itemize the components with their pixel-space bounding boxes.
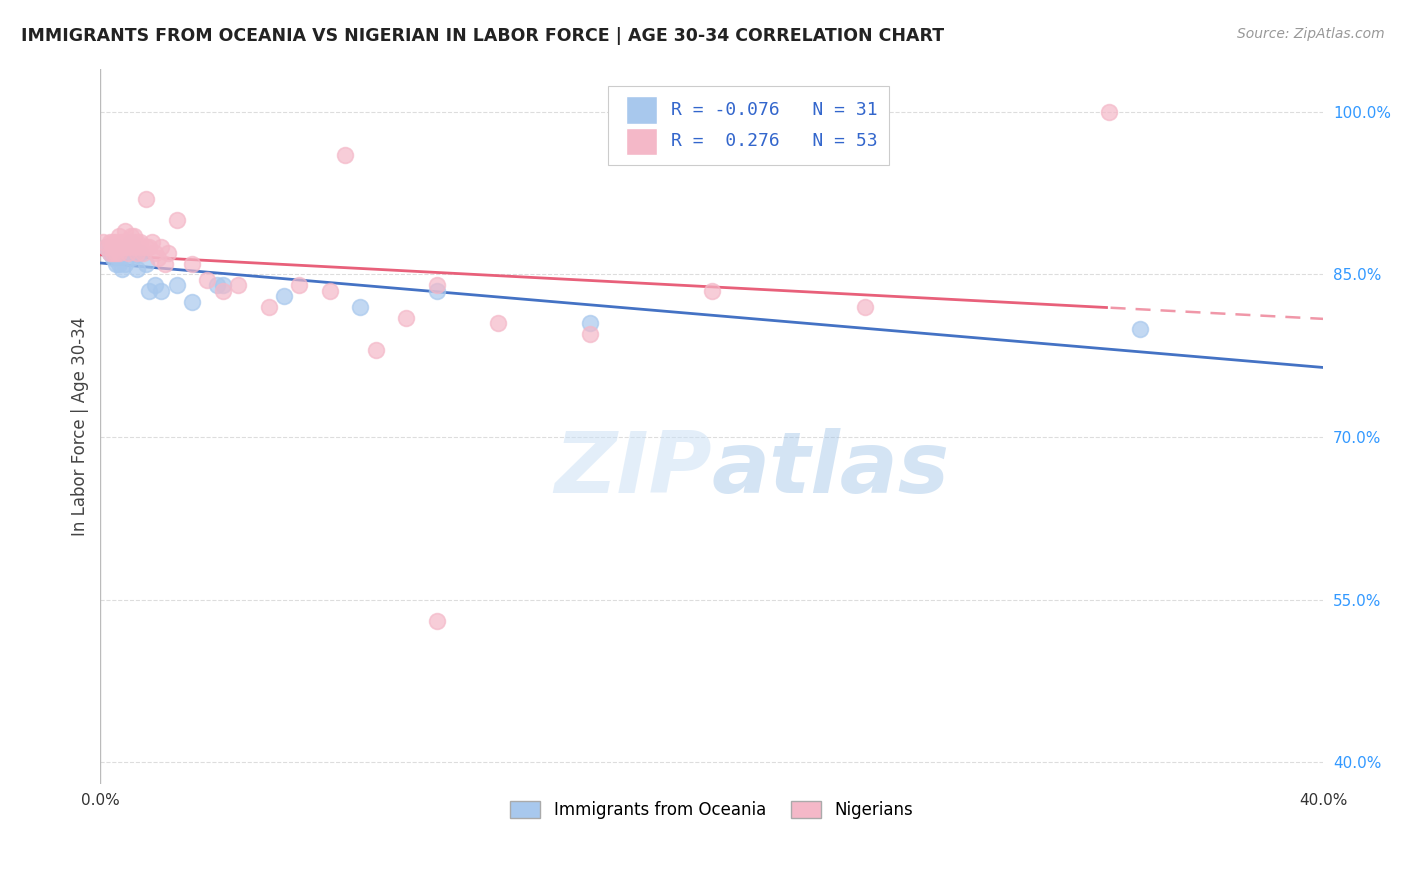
- Point: [205, 278, 228, 293]
- Text: Source: ZipAtlas.com: Source: ZipAtlas.com: [1237, 27, 1385, 41]
- Point: [125, 235, 148, 249]
- Point: [1098, 104, 1121, 119]
- Point: [107, 256, 129, 270]
- Point: [181, 256, 204, 270]
- Legend: Immigrants from Oceania, Nigerians: Immigrants from Oceania, Nigerians: [503, 794, 920, 825]
- Point: [486, 316, 509, 330]
- Point: [111, 262, 134, 277]
- Point: [114, 256, 136, 270]
- Point: [166, 213, 188, 227]
- Point: [122, 229, 145, 244]
- Point: [426, 614, 449, 628]
- Point: [111, 240, 134, 254]
- Point: [114, 240, 136, 254]
- Point: [98, 235, 121, 249]
- Point: [120, 251, 142, 265]
- Point: [156, 245, 179, 260]
- Point: [226, 278, 249, 293]
- Point: [853, 300, 876, 314]
- Point: [117, 240, 139, 254]
- Point: [101, 235, 124, 249]
- Text: atlas: atlas: [711, 427, 950, 510]
- Point: [145, 245, 167, 260]
- Point: [107, 245, 129, 260]
- Point: [122, 240, 145, 254]
- Point: [104, 240, 127, 254]
- Point: [122, 245, 145, 260]
- Point: [93, 235, 115, 249]
- Point: [181, 294, 204, 309]
- Point: [135, 240, 157, 254]
- Point: [166, 278, 188, 293]
- Point: [135, 256, 157, 270]
- Point: [211, 278, 233, 293]
- Point: [150, 284, 173, 298]
- Text: R =  0.276   N = 53: R = 0.276 N = 53: [672, 133, 879, 151]
- Point: [129, 240, 152, 254]
- Point: [125, 245, 148, 260]
- Point: [349, 300, 371, 314]
- Point: [145, 278, 167, 293]
- Point: [114, 224, 136, 238]
- FancyBboxPatch shape: [626, 128, 657, 155]
- Point: [96, 240, 118, 254]
- Point: [195, 273, 218, 287]
- Point: [107, 240, 129, 254]
- Text: IMMIGRANTS FROM OCEANIA VS NIGERIAN IN LABOR FORCE | AGE 30-34 CORRELATION CHART: IMMIGRANTS FROM OCEANIA VS NIGERIAN IN L…: [21, 27, 945, 45]
- Point: [700, 284, 723, 298]
- Point: [120, 235, 142, 249]
- Point: [104, 240, 127, 254]
- Point: [132, 245, 155, 260]
- FancyBboxPatch shape: [626, 96, 657, 124]
- Point: [107, 245, 129, 260]
- Point: [288, 278, 311, 293]
- Point: [578, 326, 600, 341]
- Point: [114, 235, 136, 249]
- Point: [129, 235, 152, 249]
- Point: [257, 300, 280, 314]
- Point: [101, 245, 124, 260]
- Point: [318, 284, 340, 298]
- Point: [111, 235, 134, 249]
- Point: [107, 251, 129, 265]
- Point: [101, 251, 124, 265]
- Text: R = -0.076   N = 31: R = -0.076 N = 31: [672, 101, 879, 119]
- Point: [117, 240, 139, 254]
- Point: [333, 148, 356, 162]
- Point: [1129, 321, 1152, 335]
- Point: [395, 310, 418, 325]
- Point: [148, 251, 170, 265]
- Point: [150, 240, 173, 254]
- Point: [578, 316, 600, 330]
- Point: [364, 343, 387, 358]
- Point: [141, 235, 163, 249]
- Point: [120, 229, 142, 244]
- Point: [120, 235, 142, 249]
- Point: [96, 240, 118, 254]
- Point: [104, 235, 127, 249]
- Point: [125, 262, 148, 277]
- Point: [98, 245, 121, 260]
- Point: [426, 284, 449, 298]
- Point: [104, 245, 127, 260]
- Point: [117, 245, 139, 260]
- Point: [211, 284, 233, 298]
- Point: [101, 245, 124, 260]
- Point: [129, 245, 152, 260]
- Point: [135, 192, 157, 206]
- Point: [138, 284, 160, 298]
- Point: [101, 240, 124, 254]
- Point: [98, 245, 121, 260]
- Point: [273, 289, 295, 303]
- Y-axis label: In Labor Force | Age 30-34: In Labor Force | Age 30-34: [72, 317, 89, 536]
- Point: [426, 278, 449, 293]
- FancyBboxPatch shape: [607, 87, 889, 165]
- Point: [153, 256, 176, 270]
- Point: [107, 229, 129, 244]
- Text: ZIP: ZIP: [554, 427, 711, 510]
- Point: [111, 245, 134, 260]
- Point: [138, 240, 160, 254]
- Point: [104, 256, 127, 270]
